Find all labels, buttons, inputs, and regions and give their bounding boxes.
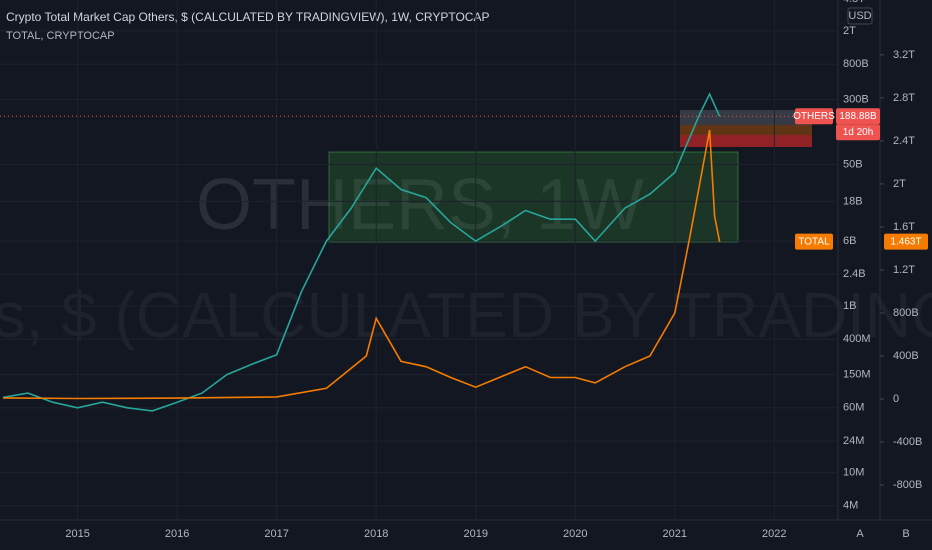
scale-button[interactable]: B xyxy=(902,528,909,540)
y-tick-label: 4M xyxy=(843,500,858,512)
y-tick-label: 50B xyxy=(843,158,863,170)
series-line xyxy=(2,129,721,400)
series-tag xyxy=(795,108,833,125)
y-tick-label: 4.8T xyxy=(843,0,865,5)
y2-tick-label: 0 xyxy=(893,393,899,405)
x-tick-label: 2021 xyxy=(663,528,687,540)
series-tag-label: TOTAL xyxy=(798,236,830,247)
scale-button[interactable]: A xyxy=(856,528,864,540)
y2-tick-label: 1.6T xyxy=(893,221,915,233)
zone-box xyxy=(328,151,739,243)
x-tick-label: 2016 xyxy=(165,528,189,540)
price-tag xyxy=(884,233,928,250)
y2-tick-label: 800B xyxy=(893,307,919,319)
price-tag-label: 188.88B xyxy=(839,111,877,122)
price-tag xyxy=(836,108,880,125)
y2-tick-label: 2T xyxy=(893,178,906,190)
y2-tick-label: -400B xyxy=(893,436,922,448)
series-tag xyxy=(795,233,833,250)
y2-tick-label: 2.4T xyxy=(893,135,915,147)
countdown: 1d 20h xyxy=(843,127,874,138)
watermark: OTHERS, 1W xyxy=(196,165,644,245)
y-tick-label: 150M xyxy=(843,369,871,381)
y-tick-label: 1B xyxy=(843,300,856,312)
y-tick-label: 2T xyxy=(843,25,856,37)
x-tick-label: 2022 xyxy=(762,528,786,540)
y-tick-label: 24M xyxy=(843,435,864,447)
zone-box xyxy=(680,110,812,125)
zone-box xyxy=(680,135,812,147)
y-tick-label: 10M xyxy=(843,467,864,479)
x-tick-label: 2017 xyxy=(264,528,288,540)
series-line xyxy=(2,92,721,412)
x-tick-label: 2020 xyxy=(563,528,587,540)
y2-tick-label: 1.2T xyxy=(893,264,915,276)
y-tick-label: 300B xyxy=(843,93,869,105)
price-tag-label: 1.463T xyxy=(890,236,921,247)
y-tick-label: 18B xyxy=(843,195,863,207)
countdown-tag xyxy=(836,124,880,141)
y-tick-label: 60M xyxy=(843,402,864,414)
watermark-title: Crypto Total Market Cap Others, $ (CALCU… xyxy=(0,279,932,351)
y2-tick-label: -800B xyxy=(893,479,922,491)
y-tick-label: 2.4B xyxy=(843,268,866,280)
currency-box[interactable] xyxy=(847,7,873,25)
y2-tick-label: 400B xyxy=(893,350,919,362)
x-tick-label: 2019 xyxy=(463,528,487,540)
y2-tick-label: 3.2T xyxy=(893,49,915,61)
series-tag-label: OTHERS xyxy=(793,111,835,122)
x-tick-label: 2018 xyxy=(364,528,388,540)
y2-tick-label: 2.8T xyxy=(893,92,915,104)
chart-subtitle: TOTAL, CRYPTOCAP xyxy=(6,30,115,42)
y-tick-label: 800B xyxy=(843,58,869,70)
y-tick-label: 6B xyxy=(843,235,856,247)
x-tick-label: 2015 xyxy=(65,528,89,540)
currency[interactable]: USD xyxy=(848,10,871,22)
chart-title: Crypto Total Market Cap Others, $ (CALCU… xyxy=(6,10,489,24)
y-tick-label: 400M xyxy=(843,333,871,345)
zone-box xyxy=(680,125,812,135)
